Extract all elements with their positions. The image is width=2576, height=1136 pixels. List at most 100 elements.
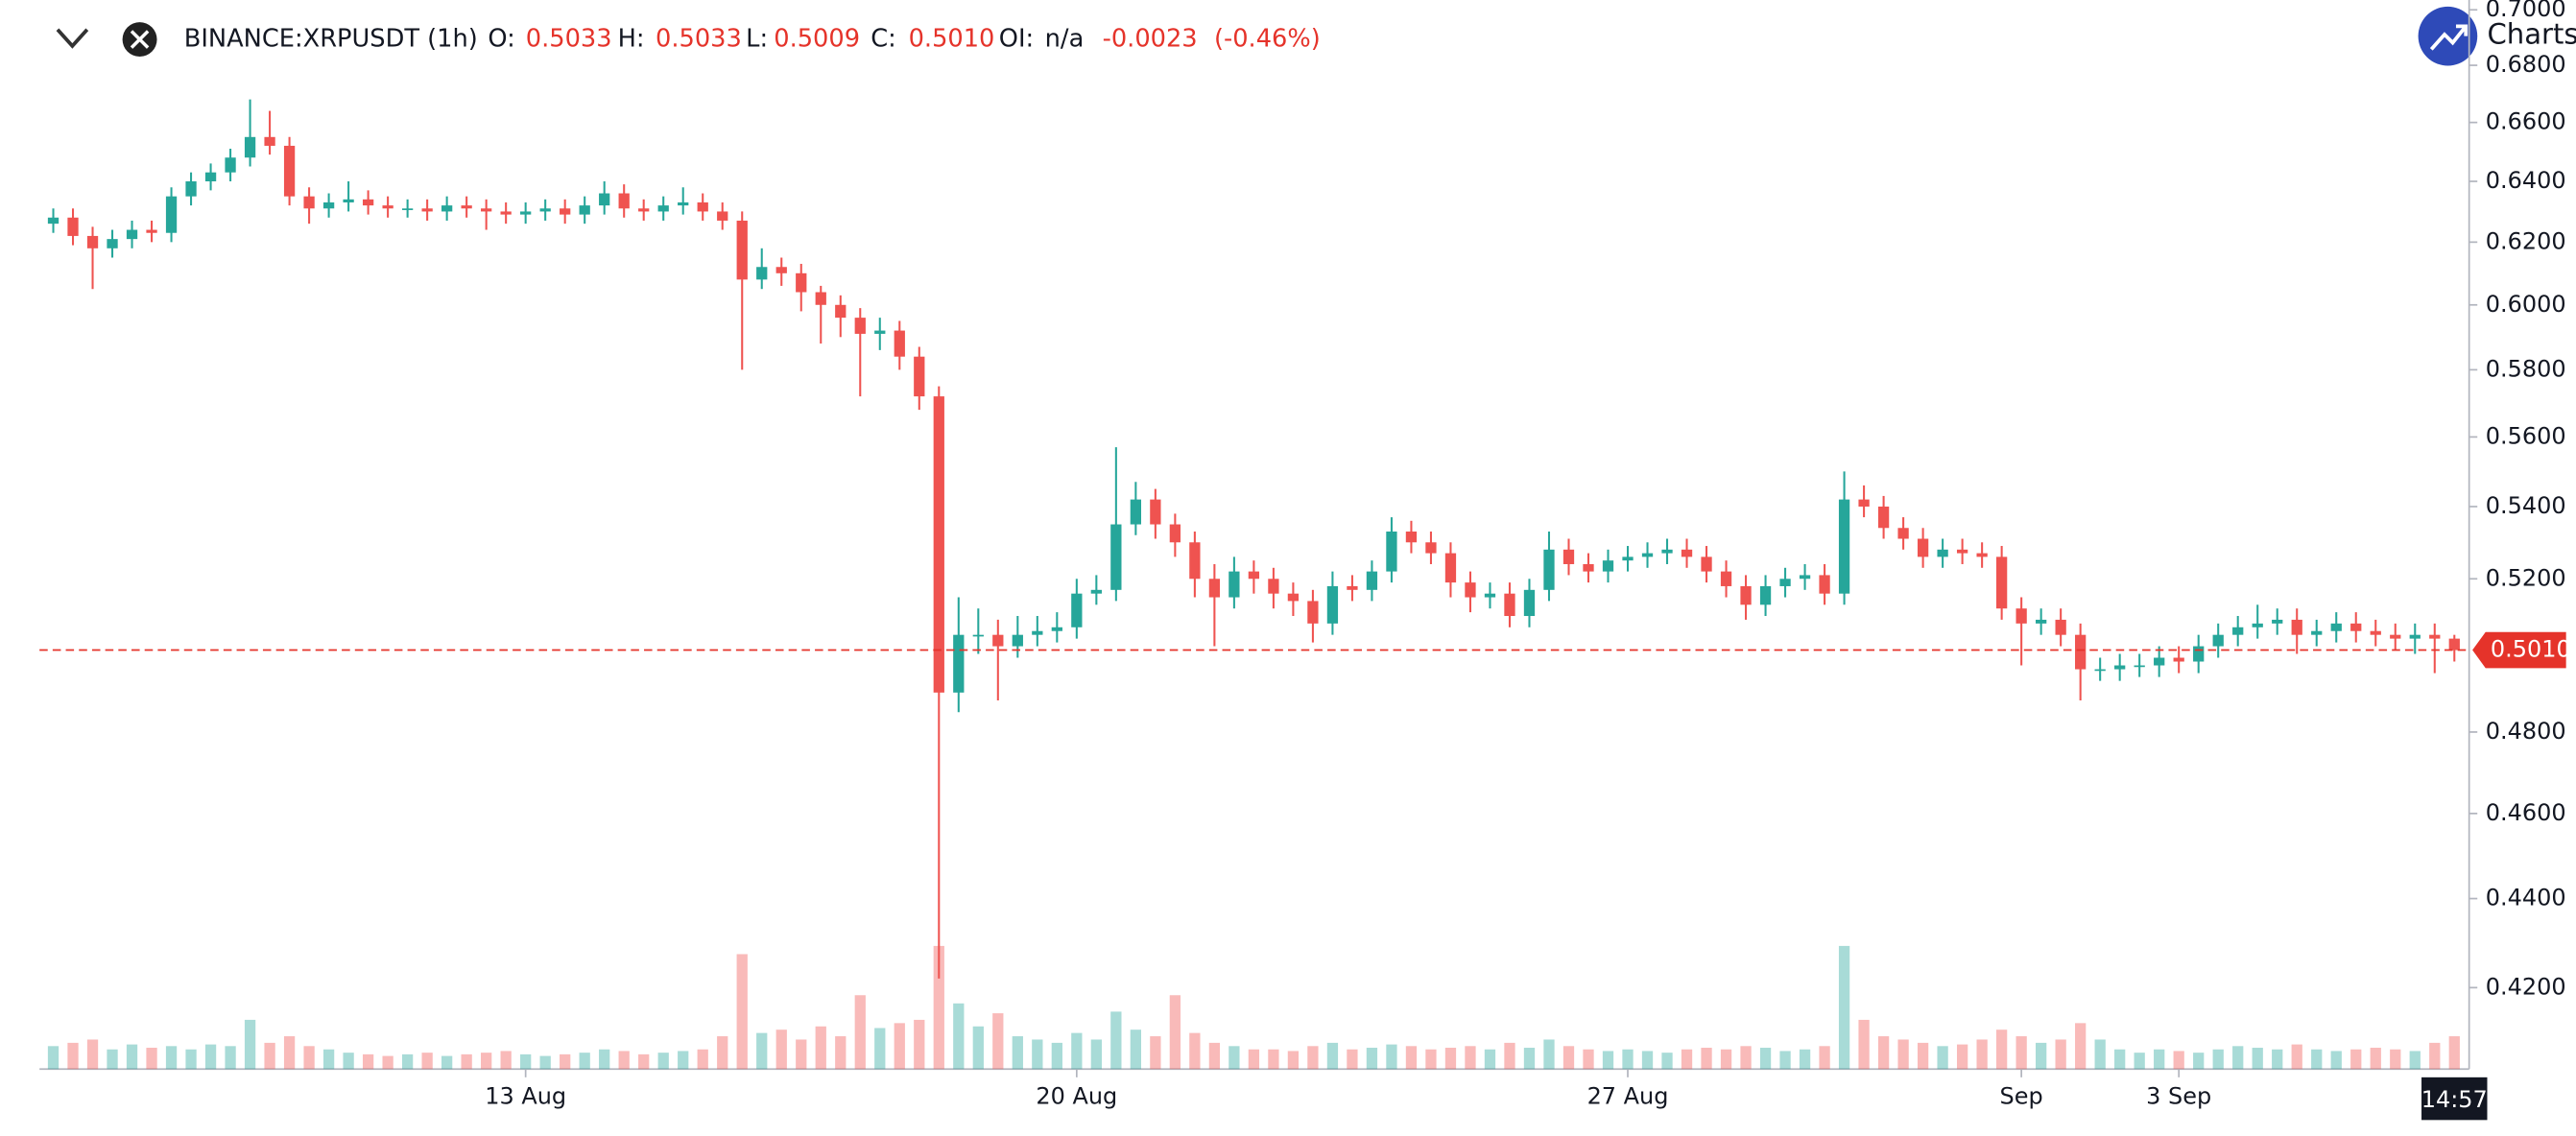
candle-body <box>1641 553 1654 557</box>
volume-bar <box>1150 1036 1161 1070</box>
candle-body <box>1051 627 1062 631</box>
volume-bar <box>678 1051 689 1070</box>
volume-bar <box>1110 1011 1122 1070</box>
volume-bar <box>1012 1036 1023 1070</box>
volume-bar <box>1779 1051 1791 1070</box>
volume-bar <box>775 1030 787 1070</box>
volume-bar <box>1720 1049 1732 1070</box>
x-tick-label: 27 Aug <box>1587 1082 1669 1109</box>
volume-bar <box>1444 1048 1457 1070</box>
candle-body <box>303 196 315 209</box>
y-tick-label: 0.6400 <box>2486 167 2566 194</box>
volume-bar <box>401 1053 414 1070</box>
ohlc-value: 0.5009 <box>774 25 860 54</box>
volume-bar <box>1071 1032 1083 1070</box>
volume-bar <box>1917 1042 1929 1070</box>
brand-icon-mark <box>2429 24 2469 51</box>
ohlc-value: 0.5033 <box>526 25 612 54</box>
candle-body <box>2291 619 2302 635</box>
volume-bar <box>1937 1046 1948 1070</box>
x-tick-label: Sep <box>2000 1082 2043 1109</box>
volume-bar <box>1032 1039 1043 1070</box>
volume-bar <box>146 1048 157 1070</box>
candle-body <box>165 196 178 233</box>
volume-bar <box>264 1042 275 1070</box>
candle-body <box>1799 575 1811 580</box>
candle-body <box>1602 560 1614 572</box>
time-badge <box>2421 1077 2488 1121</box>
y-tick-label: 0.5600 <box>2486 422 2566 449</box>
candle-body <box>1444 553 1457 583</box>
volume-bar <box>2094 1039 2106 1070</box>
candle-body <box>894 330 905 357</box>
candle-body <box>2252 623 2263 627</box>
candle-body <box>441 205 453 212</box>
volume-bar <box>1228 1046 1240 1070</box>
volume-bar <box>1287 1051 1300 1070</box>
collapse-icon[interactable] <box>56 28 89 49</box>
volume-bar <box>441 1055 453 1070</box>
candle-body <box>2173 657 2184 662</box>
volume-bar <box>421 1053 433 1070</box>
volume-bar <box>1740 1046 1752 1070</box>
volume-bar <box>2272 1049 2283 1070</box>
volume-bar <box>520 1053 532 1070</box>
volume-bar <box>1523 1048 1536 1070</box>
candle-body <box>1150 499 1161 525</box>
candle-body <box>146 229 157 233</box>
candle-body <box>736 220 748 280</box>
y-tick-label: 0.5800 <box>2486 355 2566 382</box>
time-label: 14:57 <box>2421 1086 2488 1113</box>
candle-body <box>953 634 965 693</box>
candle-body <box>1819 575 1830 594</box>
candle-body <box>815 292 826 305</box>
candle-body <box>2448 638 2460 651</box>
volume-bar <box>756 1032 768 1070</box>
volume-bar <box>2370 1048 2381 1070</box>
volume-bar <box>874 1028 886 1070</box>
volume-bar <box>2075 1023 2087 1070</box>
candle-body <box>1504 593 1515 617</box>
candle-body <box>697 201 708 212</box>
candle-body <box>560 208 571 215</box>
candle-body <box>283 145 296 197</box>
candle-body <box>2311 630 2323 635</box>
candle-body <box>1877 506 1890 529</box>
volume-bar <box>933 945 944 1070</box>
candle-body <box>539 208 551 212</box>
candle-body <box>992 634 1004 647</box>
volume-bar <box>461 1053 472 1070</box>
volume-bar <box>579 1053 590 1070</box>
candle-body <box>362 199 374 206</box>
candle-body <box>1189 542 1201 580</box>
volume-bar <box>1347 1049 1358 1070</box>
volume-bar <box>599 1049 610 1070</box>
candle-body <box>1208 579 1221 598</box>
symbol-title: BINANCE:XRPUSDT (1h) <box>184 25 478 54</box>
candle-body <box>264 136 275 146</box>
volume-bar <box>1425 1049 1437 1070</box>
ohlc-label: O: <box>488 25 514 54</box>
candle-body <box>481 208 492 212</box>
volume-bar <box>539 1055 551 1070</box>
volume-bar <box>1661 1053 1673 1070</box>
candle-body <box>1759 585 1772 605</box>
x-tick-label: 13 Aug <box>485 1082 566 1109</box>
volume-bar <box>2409 1051 2421 1070</box>
candle-body <box>657 205 669 212</box>
candle-body <box>1110 524 1122 590</box>
volume-bar <box>2134 1053 2145 1070</box>
volume-bar <box>1622 1049 1634 1070</box>
candle-body <box>2055 619 2066 635</box>
volume-bar <box>1819 1046 1830 1070</box>
volume-bar <box>1208 1042 1221 1070</box>
candle-body <box>1720 571 1732 586</box>
candle-body <box>1937 549 1948 557</box>
ohlc-label: C: <box>871 25 896 54</box>
volume-bar <box>1268 1049 1279 1070</box>
volume-bar <box>2114 1049 2126 1070</box>
candle-body <box>1012 634 1023 647</box>
volume-bar <box>1583 1049 1594 1070</box>
candle-body <box>2154 657 2165 666</box>
